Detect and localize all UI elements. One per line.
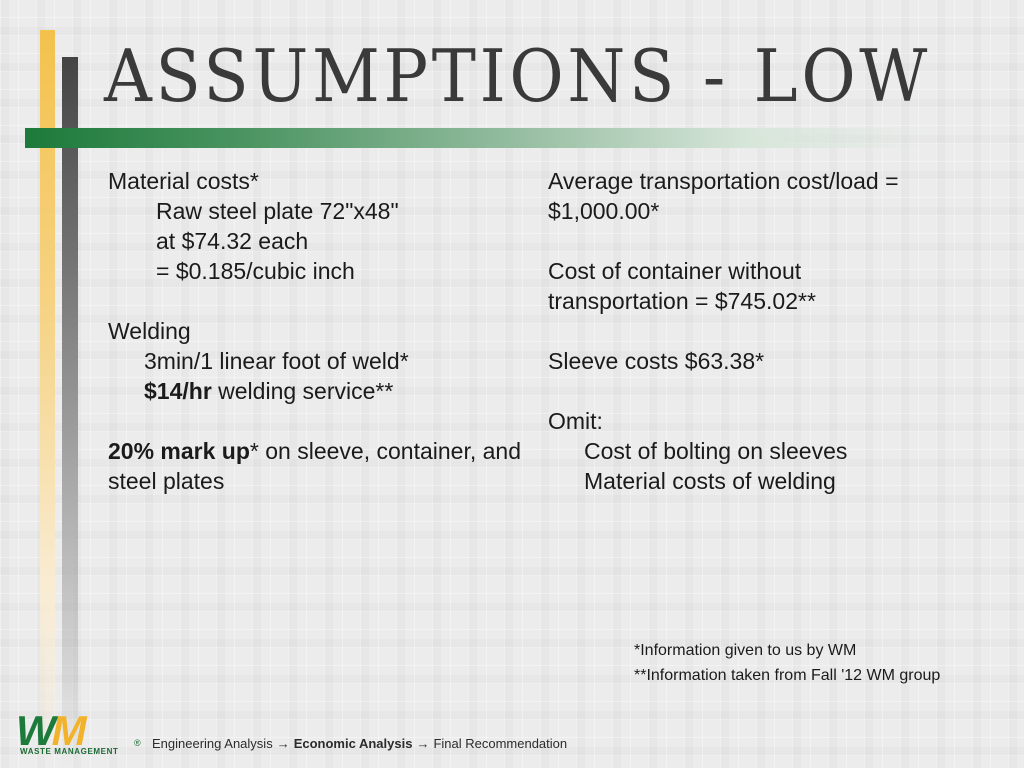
waste-management-logo: WM WASTE MANAGEMENT ® (16, 710, 142, 760)
right-column: Average transportation cost/load = $1,00… (548, 166, 988, 496)
logo-letter-m: M (51, 707, 87, 754)
green-title-rule (25, 128, 930, 148)
footnote-double-asterisk: **Information taken from Fall '12 WM gro… (634, 667, 941, 684)
wm-logo-mark: WM (16, 707, 87, 754)
welding-rate-bold: $14/hr (144, 378, 212, 404)
sleeve-cost-line: Sleeve costs $63.38* (548, 348, 765, 374)
logo-letter-w: W (16, 707, 56, 754)
omit-item-bolting: Cost of bolting on sleeves (584, 438, 848, 464)
container-cost-line1: Cost of container without (548, 258, 802, 284)
footnote-single-asterisk: *Information given to us by WM (634, 642, 857, 659)
arrow-right-icon: → (276, 736, 290, 751)
material-line-rate: = $0.185/cubic inch (156, 258, 355, 284)
arrow-right-icon: → (416, 736, 430, 751)
breadcrumb-economic-analysis: Economic Analysis (293, 736, 413, 751)
material-line-plate: Raw steel plate 72"x48" (156, 198, 399, 224)
omit-heading: Omit: (548, 408, 603, 434)
registered-mark: ® (134, 738, 141, 748)
breadcrumb-final-recommendation: Final Recommendation (433, 736, 568, 751)
omit-item-welding: Material costs of welding (584, 468, 836, 494)
breadcrumb-engineering-analysis: Engineering Analysis (152, 736, 273, 751)
slide-title: ASSUMPTIONS - LOW (104, 34, 932, 118)
markup-line: 20% mark up* on sleeve, container, and s… (108, 436, 528, 496)
markup-text: * on sleeve, container, and steel plates (108, 438, 521, 494)
left-column: Material costs* Raw steel plate 72"x48" … (108, 166, 528, 496)
yellow-accent-bar (40, 30, 55, 768)
footnotes: *Information given to us by WM **Informa… (634, 638, 940, 688)
transport-cost-line2: $1,000.00* (548, 198, 660, 224)
welding-rate-text: welding service** (211, 378, 394, 404)
transport-cost-line1: Average transportation cost/load = (548, 168, 899, 194)
welding-heading: Welding (108, 318, 191, 344)
logo-company-name: WASTE MANAGEMENT (20, 747, 119, 756)
container-cost-line2: transportation = $745.02** (548, 288, 816, 314)
welding-line-time: 3min/1 linear foot of weld* (144, 348, 409, 374)
gray-accent-bar (62, 57, 78, 768)
markup-bold: 20% mark up (108, 438, 250, 464)
breadcrumb: Engineering Analysis → Economic Analysis → F… (152, 736, 567, 751)
welding-line-rate: $14/hr welding service** (108, 376, 528, 406)
material-line-price: at $74.32 each (156, 228, 309, 254)
material-costs-heading: Material costs* (108, 168, 259, 194)
